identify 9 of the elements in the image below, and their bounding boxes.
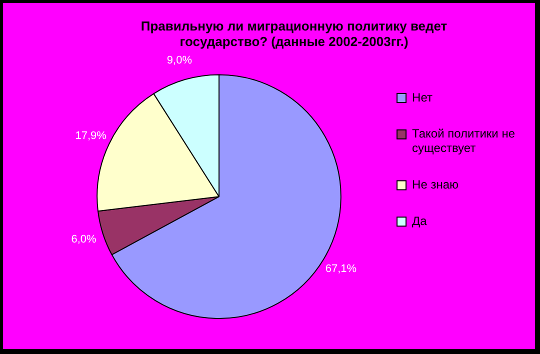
data-label: 6,0%: [71, 234, 97, 246]
data-label: 17,9%: [75, 130, 107, 142]
legend-label: Не знаю: [412, 178, 459, 192]
chart-title: Правильную ли миграционную политику ведет государство? (данные 2002-2003гг.): [140, 18, 448, 49]
legend-label: Такой политики не существует: [412, 126, 516, 156]
data-label: 9,0%: [166, 54, 192, 66]
legend-label: Да: [412, 214, 428, 228]
data-label: 67,1%: [325, 263, 357, 276]
legend-label: Нет: [412, 90, 433, 104]
